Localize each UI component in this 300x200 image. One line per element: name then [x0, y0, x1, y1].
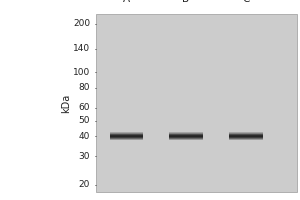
Text: B: B — [182, 0, 190, 4]
Text: kDa: kDa — [61, 93, 71, 113]
Text: 20: 20 — [79, 180, 90, 189]
Text: 60: 60 — [79, 103, 90, 112]
Bar — [96, 14, 297, 192]
Text: 100: 100 — [73, 68, 90, 77]
Text: 50: 50 — [79, 116, 90, 125]
Text: 140: 140 — [73, 44, 90, 53]
Text: 30: 30 — [79, 152, 90, 161]
Text: 200: 200 — [73, 19, 90, 28]
Text: 40: 40 — [79, 132, 90, 141]
Text: A: A — [122, 0, 130, 4]
Text: 80: 80 — [79, 83, 90, 92]
Text: C: C — [242, 0, 250, 4]
